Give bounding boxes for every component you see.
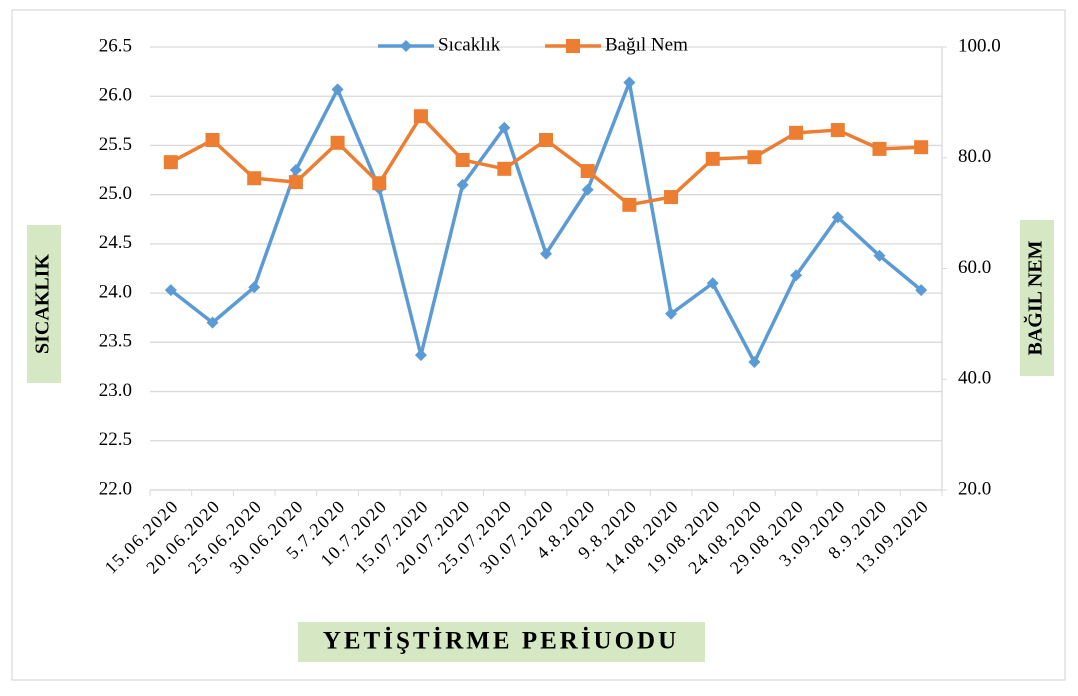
legend-label: Bağıl Nem — [605, 34, 688, 55]
y2-tick-label: 80.0 — [958, 146, 991, 167]
data-marker — [580, 164, 595, 179]
data-marker — [622, 197, 637, 212]
data-marker — [455, 152, 470, 167]
y2-tick-label: 100.0 — [958, 35, 1001, 56]
data-marker — [790, 269, 803, 282]
data-marker — [706, 277, 719, 290]
data-marker — [915, 284, 928, 297]
data-marker — [331, 83, 344, 96]
y-tick-label: 22.5 — [99, 429, 132, 450]
data-marker — [248, 281, 261, 294]
data-marker — [330, 135, 345, 150]
y-tick-label: 25.0 — [99, 183, 132, 204]
data-marker — [372, 176, 387, 191]
data-marker — [831, 211, 844, 224]
data-marker — [872, 141, 887, 156]
y-tick-label: 23.0 — [99, 380, 132, 401]
data-marker — [705, 151, 720, 166]
data-marker — [914, 140, 929, 155]
data-marker — [540, 247, 552, 260]
y2-label-box — [1020, 220, 1054, 376]
data-marker — [623, 76, 636, 89]
data-marker — [247, 171, 262, 186]
data-marker — [873, 249, 886, 262]
x-label-box — [298, 622, 705, 662]
data-marker — [413, 109, 428, 124]
data-marker — [456, 178, 469, 191]
legend-marker — [566, 39, 580, 53]
data-marker — [664, 190, 679, 205]
data-marker — [205, 133, 220, 148]
legend-label: Sıcaklık — [438, 34, 501, 55]
y-tick-label: 25.5 — [99, 134, 132, 155]
data-marker — [747, 150, 762, 165]
chart-frame — [11, 9, 1066, 681]
data-marker — [414, 349, 427, 362]
data-marker — [289, 164, 302, 177]
y-tick-label: 26.0 — [99, 85, 132, 106]
data-marker — [206, 316, 219, 329]
data-marker — [288, 175, 303, 190]
data-marker — [581, 183, 594, 196]
data-marker — [497, 161, 512, 176]
data-marker — [164, 284, 177, 297]
y-axis-label: SICAKLIK — [32, 254, 54, 354]
y-tick-label: 23.5 — [99, 331, 132, 352]
data-marker — [498, 121, 511, 134]
y-tick-label: 24.0 — [99, 281, 132, 302]
y-label-box — [27, 225, 61, 383]
data-marker — [748, 356, 761, 369]
data-marker — [789, 125, 804, 140]
x-axis-label: YETİŞTİRME PERİUODU — [323, 627, 679, 655]
y2-tick-label: 60.0 — [958, 257, 991, 278]
data-marker — [539, 133, 553, 148]
data-marker — [163, 155, 178, 170]
data-marker — [830, 123, 845, 138]
legend-marker — [400, 40, 412, 52]
data-marker — [665, 307, 678, 320]
y2-axis-label: BAĞIL NEM — [1023, 240, 1047, 355]
y-tick-label: 24.5 — [99, 232, 132, 253]
y-tick-label: 22.0 — [99, 478, 132, 499]
y-tick-label: 26.5 — [99, 35, 132, 56]
y2-tick-label: 40.0 — [958, 368, 991, 389]
y2-tick-label: 20.0 — [958, 478, 991, 499]
